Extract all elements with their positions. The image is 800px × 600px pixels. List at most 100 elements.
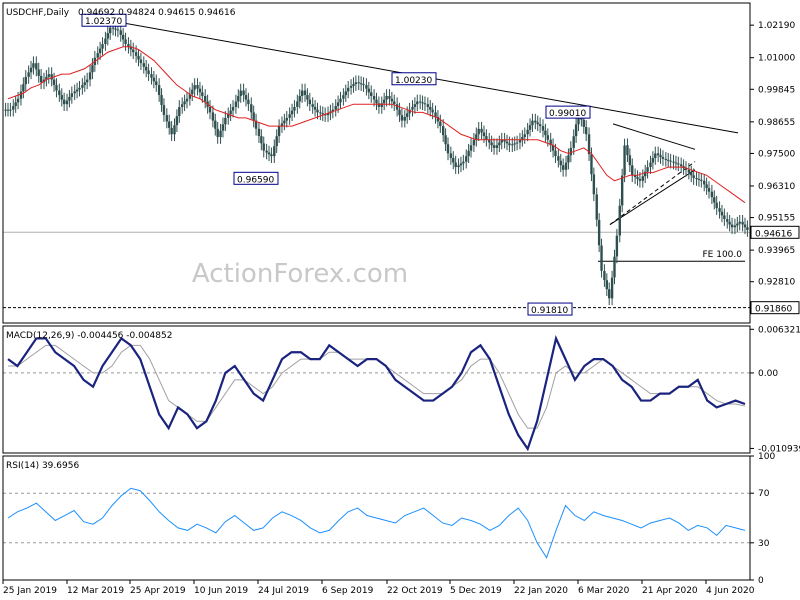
candle-body xyxy=(426,104,430,107)
candle-body xyxy=(239,90,242,96)
x-tick-label: 5 Dec 2019 xyxy=(450,586,502,596)
candle-body xyxy=(697,178,701,180)
candle-body xyxy=(641,176,644,181)
candle-body xyxy=(60,95,63,100)
candle-body xyxy=(45,76,48,80)
candle-body xyxy=(715,202,718,209)
candle-body xyxy=(260,136,263,144)
rsi-tick-label: 30 xyxy=(758,539,770,549)
candle-body xyxy=(559,160,562,166)
panel-frame xyxy=(2,2,751,324)
candle-body xyxy=(449,153,453,158)
candle-body xyxy=(695,178,698,180)
candle-body xyxy=(367,88,371,93)
price-tick-label: 0.93965 xyxy=(758,246,795,256)
candle-body xyxy=(308,99,312,105)
x-tick-label: 24 Jul 2019 xyxy=(258,586,309,596)
rsi-panel: 100 70 30 0 RSI(14) 39.6956 xyxy=(3,452,775,586)
candle-body xyxy=(277,126,281,137)
candle-body xyxy=(572,136,575,148)
candle-body xyxy=(306,95,309,100)
triangle-lower-line xyxy=(609,169,696,225)
candle-body xyxy=(677,163,680,165)
candle-body xyxy=(679,164,683,167)
candle-body xyxy=(472,139,476,146)
candle-body xyxy=(234,101,238,107)
candle-body xyxy=(590,154,593,175)
candle-body xyxy=(316,109,319,113)
last-price-box xyxy=(750,225,800,239)
candle-body xyxy=(626,145,629,156)
candle-body xyxy=(718,208,721,212)
candle-body xyxy=(646,167,649,172)
candle-body xyxy=(229,110,232,115)
last-price-label: 0.94616 xyxy=(755,229,792,239)
candle-body xyxy=(78,87,81,90)
macd-title: MACD(12,26,9) -0.004456 -0.004852 xyxy=(6,331,172,341)
candle-body xyxy=(498,142,501,146)
candle-body xyxy=(633,175,637,178)
candle-body xyxy=(505,141,509,144)
candle-body xyxy=(221,124,225,131)
candle-body xyxy=(362,84,365,86)
x-tick-label: 6 Sep 2019 xyxy=(322,586,374,596)
candle-body xyxy=(705,184,708,189)
candle-body xyxy=(408,109,411,114)
candle-body xyxy=(544,130,547,136)
candle-body xyxy=(728,221,731,225)
candle-body xyxy=(549,139,552,146)
candle-body xyxy=(531,120,534,126)
price-label-text: 0.96590 xyxy=(237,175,274,185)
candle-body xyxy=(331,109,335,112)
candle-body xyxy=(684,168,688,170)
candle-body xyxy=(692,175,695,179)
candle-body xyxy=(173,125,176,135)
candle-body xyxy=(667,159,670,161)
candle-body xyxy=(393,101,396,105)
candle-body xyxy=(14,102,17,107)
candle-body xyxy=(707,188,711,192)
candle-body xyxy=(168,121,171,128)
candle-body xyxy=(538,124,542,127)
price-tick-label: 1.01000 xyxy=(758,54,795,64)
candle-body xyxy=(375,99,378,104)
candle-body xyxy=(528,125,532,130)
candle-body xyxy=(346,87,350,92)
candle-body xyxy=(114,28,117,30)
candle-body xyxy=(121,34,125,40)
candle-body xyxy=(561,165,565,170)
candle-body xyxy=(423,103,427,105)
candle-body xyxy=(674,162,678,164)
candle-body xyxy=(620,175,624,206)
candle-body xyxy=(247,99,250,105)
fe-label: FE 100.0 xyxy=(703,250,743,260)
candle-body xyxy=(615,235,619,257)
candle-body xyxy=(441,126,445,136)
candle-body xyxy=(733,225,737,228)
candle-body xyxy=(403,116,407,121)
x-tick-label: 4 Jun 2020 xyxy=(706,586,755,596)
price-tick-label: 0.98655 xyxy=(758,118,795,128)
candle-body xyxy=(623,145,626,176)
candle-body xyxy=(27,72,30,77)
price-title: USDCHF,Daily xyxy=(6,8,70,18)
candle-body xyxy=(29,67,33,73)
candle-body xyxy=(377,103,381,107)
macd-line xyxy=(7,335,746,452)
candle-body xyxy=(47,74,50,77)
candle-body xyxy=(160,95,163,106)
candle-body xyxy=(382,99,386,104)
macd-tick-label: 0.00 xyxy=(758,369,778,379)
candle-body xyxy=(227,114,230,118)
candle-body xyxy=(91,65,94,73)
candle-body xyxy=(293,106,296,111)
candle-body xyxy=(106,33,110,39)
candle-body xyxy=(439,121,442,127)
candle-body xyxy=(488,139,491,143)
panel-frame xyxy=(2,325,751,454)
candle-body xyxy=(690,172,693,176)
candle-body xyxy=(152,77,156,82)
candle-body xyxy=(24,76,27,85)
candle-body xyxy=(273,146,276,157)
